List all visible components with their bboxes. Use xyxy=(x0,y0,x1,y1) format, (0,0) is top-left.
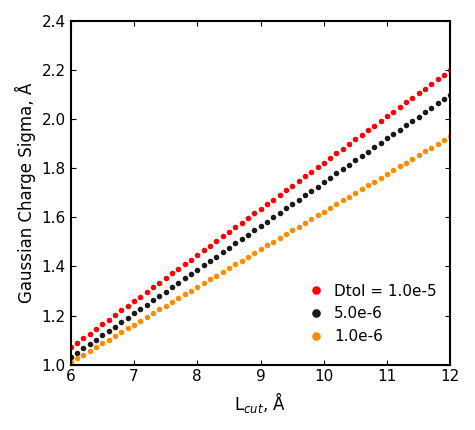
Y-axis label: Gaussian Charge Sigma, Å: Gaussian Charge Sigma, Å xyxy=(15,83,36,303)
X-axis label: L$_{cut}$, Å: L$_{cut}$, Å xyxy=(235,390,286,415)
Legend: Dtol = 1.0e-5, 5.0e-6, 1.0e-6: Dtol = 1.0e-5, 5.0e-6, 1.0e-6 xyxy=(294,278,443,350)
